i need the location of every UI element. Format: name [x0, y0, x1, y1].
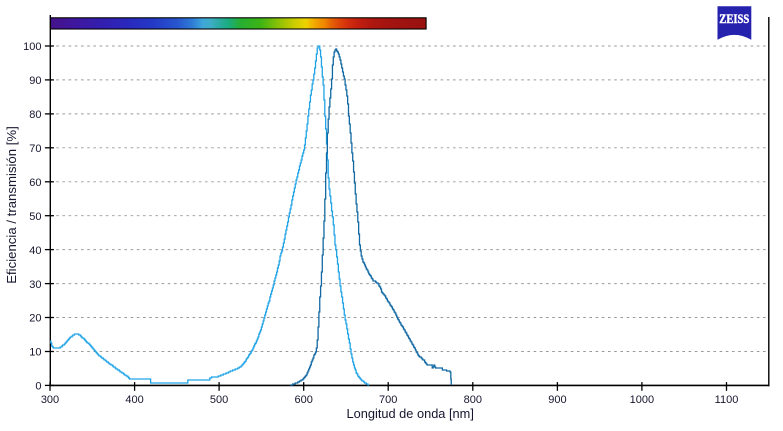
svg-text:10: 10	[29, 347, 41, 359]
svg-text:800: 800	[464, 394, 482, 406]
svg-text:80: 80	[29, 109, 41, 121]
svg-text:100: 100	[23, 41, 41, 53]
svg-text:900: 900	[548, 394, 566, 406]
svg-text:30: 30	[29, 279, 41, 291]
svg-text:40: 40	[29, 245, 41, 257]
svg-text:400: 400	[125, 394, 143, 406]
svg-text:300: 300	[41, 394, 59, 406]
svg-text:0: 0	[35, 381, 41, 393]
svg-text:60: 60	[29, 177, 41, 189]
svg-text:Longitud de onda [nm]: Longitud de onda [nm]	[347, 406, 474, 421]
svg-text:Eficiencia / transmisión [%]: Eficiencia / transmisión [%]	[4, 126, 19, 284]
svg-text:50: 50	[29, 211, 41, 223]
svg-text:90: 90	[29, 75, 41, 87]
svg-text:20: 20	[29, 313, 41, 325]
svg-text:600: 600	[295, 394, 313, 406]
svg-text:1100: 1100	[715, 394, 739, 406]
svg-text:1000: 1000	[630, 394, 654, 406]
svg-text:70: 70	[29, 143, 41, 155]
svg-text:700: 700	[379, 394, 397, 406]
svg-text:ZEISS: ZEISS	[719, 11, 749, 26]
svg-text:500: 500	[210, 394, 228, 406]
